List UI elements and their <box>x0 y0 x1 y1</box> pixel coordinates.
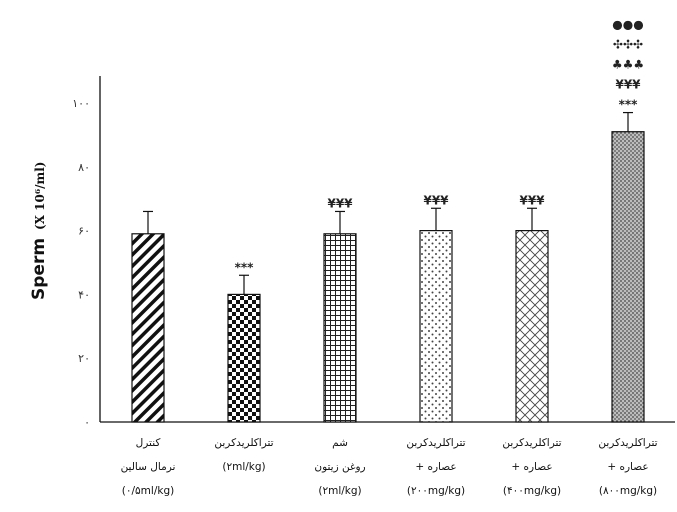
y-ticks: ۰ ۲۰ ۴۰ ۶۰ ۸۰ ۱۰۰ <box>72 97 90 429</box>
category-label: تتراکلریدکربن <box>502 437 561 449</box>
y-tick-label: ۶۰ <box>78 225 90 238</box>
bar <box>419 230 453 423</box>
category-label: (۴۰۰mg/kg) <box>503 485 561 497</box>
y-axis-unit: (X 10⁶/ml) <box>33 162 47 230</box>
y-tick-label: ۸۰ <box>78 161 90 174</box>
category-label: (۸۰۰mg/kg) <box>599 485 657 497</box>
category-label: نرمال سالین <box>121 461 176 473</box>
significance-mark: *** <box>619 98 639 112</box>
bar <box>227 293 261 423</box>
y-axis-title: Sperm (X 10⁶/ml) <box>29 162 49 300</box>
category-label: + عصاره <box>511 461 552 473</box>
bar <box>131 233 165 423</box>
category-label: تتراکلریدکربن <box>214 437 273 449</box>
category-labels: کنترل نرمال سالین (۰/۵ml/kg) تتراکلریدکربن (… <box>121 437 658 497</box>
error-bars <box>143 111 633 295</box>
y-axis-label: Sperm <box>29 238 49 300</box>
bars <box>131 131 645 423</box>
significance-marks: *** ¥¥¥ ¥¥¥ ¥¥¥ ●●● ✣✣✣ ♣♣♣ ¥¥¥ *** <box>235 18 645 275</box>
category-label: (۰/۵ml/kg) <box>122 485 174 497</box>
significance-mark: ●●● <box>612 18 643 32</box>
y-tick-label: ۱۰۰ <box>72 97 90 110</box>
bar <box>323 233 357 423</box>
category-label: + عصاره <box>415 461 456 473</box>
significance-mark: ¥¥¥ <box>519 193 545 207</box>
bar <box>515 230 549 423</box>
category-label: روغن زیتون <box>314 461 365 473</box>
y-tick-label: ۲۰ <box>78 352 90 365</box>
significance-mark: ¥¥¥ <box>423 193 449 207</box>
significance-mark: ¥¥¥ <box>615 78 641 92</box>
category-label: (۲ml/kg) <box>318 485 361 497</box>
category-label: کنترل <box>136 437 161 449</box>
y-tick-label: ۴۰ <box>78 288 90 301</box>
significance-mark: ✣✣✣ <box>613 38 643 52</box>
category-label: شم <box>332 437 348 449</box>
category-label: (۲۰۰mg/kg) <box>407 485 465 497</box>
category-label: (۲ml/kg) <box>222 461 265 473</box>
category-label: تتراکلریدکربن <box>598 437 657 449</box>
significance-mark: ♣♣♣ <box>612 58 644 72</box>
y-tick-label: ۰ <box>84 416 90 429</box>
significance-mark: ¥¥¥ <box>327 196 353 210</box>
axes <box>99 76 675 423</box>
bar <box>611 131 645 423</box>
category-label: + عصاره <box>607 461 648 473</box>
category-label: تتراکلریدکربن <box>406 437 465 449</box>
significance-mark: *** <box>235 260 255 274</box>
